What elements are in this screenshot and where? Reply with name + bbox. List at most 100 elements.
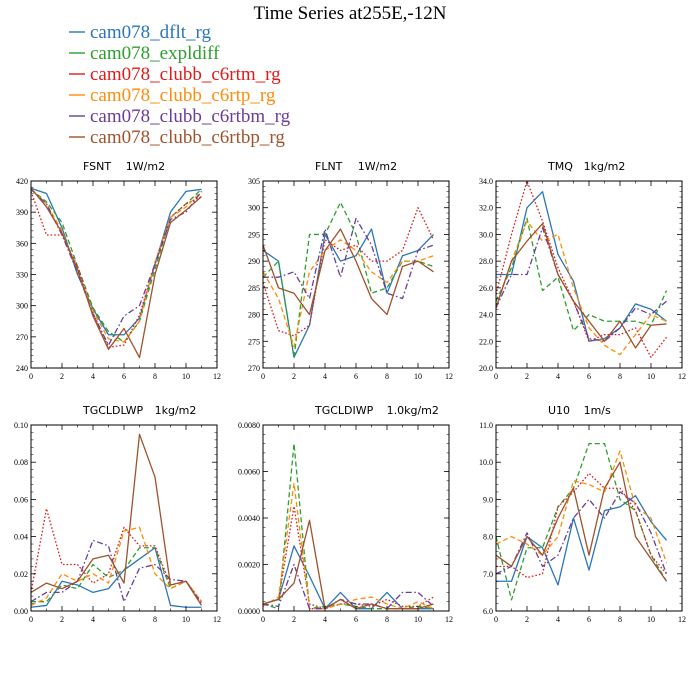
y-tick-label: 280 <box>248 311 260 320</box>
plot-frame <box>495 424 683 612</box>
x-tick-label: 8 <box>153 615 157 624</box>
x-tick-label: 4 <box>323 372 327 381</box>
series-line-cam078_clubb_c6rtbm_rg <box>263 217 434 300</box>
legend-label: cam078_clubb_c6rtm_rg <box>90 64 281 85</box>
panel-fsnt: FSNT 1W/m2 0 2 4 6 8 10 12 240 270 300 330 360 390 420 <box>16 160 221 381</box>
panel-units: 1W/m2 <box>358 160 397 173</box>
x-tick-label: 8 <box>618 372 622 381</box>
series-line-cam078_clubb_c6rtm_rg <box>262 207 435 337</box>
panel-u10: U10 1m/s 0 2 4 6 8 10 12 6.0 7.0 8.0 9.0 10.0 11.0 <box>479 404 686 624</box>
y-tick-label: 11.0 <box>479 421 493 430</box>
series-line-cam078_dflt_rg <box>262 228 434 358</box>
series-line-cam078_clubb_c6rtbp_rg <box>30 187 202 359</box>
panel-units: 1m/s <box>584 404 611 417</box>
y-tick-label: 300 <box>16 302 28 311</box>
y-tick-label: 300 <box>248 204 260 213</box>
x-tick-label: 4 <box>556 615 560 624</box>
panel-title: TMQ <box>547 160 573 173</box>
series-line-cam078_expldiff <box>495 442 668 601</box>
series-line-cam078_clubb_c6rtm_rg <box>495 180 668 358</box>
y-tick-label: 0.0060 <box>238 468 260 477</box>
panel-title: U10 <box>548 404 570 417</box>
y-tick-label: 275 <box>248 337 260 346</box>
series-line-cam078_clubb_c6rtbm_rg <box>495 491 668 575</box>
x-tick-label: 2 <box>60 615 64 624</box>
series-line-cam078_clubb_c6rtp_rg <box>30 526 203 607</box>
panel-units: 1kg/m2 <box>584 160 626 173</box>
legend: cam078_dflt_rgcam078_expldiffcam078_club… <box>69 22 291 148</box>
x-tick-label: 6 <box>122 615 126 624</box>
plot-frame <box>262 424 450 612</box>
panel-tgcldiwp: TGCLDIWP 1.0kg/m2 0 2 4 6 8 10 12 0.0000 0.0020 0.0… <box>238 404 453 624</box>
x-tick-label: 4 <box>556 372 560 381</box>
x-tick-label: 6 <box>354 615 358 624</box>
legend-label: cam078_dflt_rg <box>90 22 212 43</box>
x-tick-label: 4 <box>91 615 95 624</box>
legend-label: cam078_expldiff <box>90 43 220 64</box>
panel-tmq: TMQ 1kg/m2 0 2 4 6 8 10 12 20.0 22.0 24.0 26.0 28.0 30… <box>479 160 686 381</box>
x-tick-label: 12 <box>678 372 686 381</box>
y-tick-label: 0.04 <box>14 533 28 542</box>
x-tick-label: 10 <box>414 615 422 624</box>
y-tick-label: 360 <box>16 239 28 248</box>
y-tick-label: 9.0 <box>483 495 493 504</box>
y-tick-label: 285 <box>248 284 260 293</box>
x-tick-label: 0 <box>29 615 33 624</box>
series-line-cam078_clubb_c6rtbp_rg <box>262 228 434 316</box>
legend-label: cam078_clubb_c6rtbm_rg <box>90 106 291 127</box>
x-tick-label: 6 <box>122 372 126 381</box>
y-tick-label: 0.08 <box>14 458 28 467</box>
y-tick-label: 28.0 <box>479 257 493 266</box>
y-tick-label: 34.0 <box>479 177 493 186</box>
series-line-cam078_dflt_rg <box>496 495 667 586</box>
y-tick-label: 22.0 <box>479 337 493 346</box>
series-line-cam078_clubb_c6rtp_rg <box>262 239 434 348</box>
y-tick-label: 0.0020 <box>238 561 260 570</box>
x-tick-label: 8 <box>385 372 389 381</box>
y-tick-label: 390 <box>16 208 28 217</box>
panel-title: TGCLDIWP <box>314 404 374 417</box>
panel-units: 1.0kg/m2 <box>387 404 439 417</box>
x-tick-label: 10 <box>182 615 190 624</box>
panel-title: FLNT <box>315 160 343 173</box>
series-line-cam078_dflt_rg <box>496 191 667 342</box>
series-line-cam078_clubb_c6rtm_rg <box>30 508 203 603</box>
x-tick-label: 8 <box>618 615 622 624</box>
legend-label: cam078_clubb_c6rtp_rg <box>90 85 276 106</box>
x-tick-label: 12 <box>213 615 221 624</box>
y-tick-label: 305 <box>248 177 260 186</box>
x-tick-label: 12 <box>678 615 686 624</box>
x-tick-label: 0 <box>29 372 33 381</box>
y-tick-label: 240 <box>16 364 28 373</box>
x-tick-label: 12 <box>445 372 453 381</box>
x-tick-label: 12 <box>213 372 221 381</box>
y-tick-label: 32.0 <box>479 204 493 213</box>
series-line-cam078_dflt_rg <box>30 187 202 336</box>
y-tick-label: 270 <box>16 333 28 342</box>
panel-title: FSNT <box>83 160 111 173</box>
y-tick-label: 420 <box>16 177 28 186</box>
x-tick-label: 2 <box>292 372 296 381</box>
panel-units: 1W/m2 <box>126 160 165 173</box>
y-tick-label: 0.0000 <box>238 607 260 616</box>
series-line-cam078_clubb_c6rtm_rg <box>496 472 667 579</box>
y-tick-label: 26.0 <box>479 284 493 293</box>
chart-panels: FSNT 1W/m20 2 4 6 8 10 12240270300330360390420F… <box>14 160 686 624</box>
legend-label: cam078_clubb_c6rtbp_rg <box>90 127 285 148</box>
panel-title: TGCLDLWP <box>82 404 144 417</box>
series-line-cam078_clubb_c6rtbp_rg <box>495 223 667 349</box>
series-line-cam078_clubb_c6rtbm_rg <box>30 539 203 604</box>
x-tick-label: 10 <box>182 372 190 381</box>
series-line-cam078_clubb_c6rtbm_rg <box>30 188 203 346</box>
x-tick-label: 6 <box>354 372 358 381</box>
y-tick-label: 0.06 <box>14 495 28 504</box>
x-tick-label: 4 <box>323 615 327 624</box>
x-tick-label: 4 <box>91 372 95 381</box>
panel-tgcldlwp: TGCLDLWP 1kg/m2 0 2 4 6 8 10 12 0.00 0.02 0.04 0.06 0… <box>14 404 221 624</box>
series-line-cam078_clubb_c6rtm_rg <box>262 505 434 610</box>
x-tick-label: 6 <box>587 615 591 624</box>
y-tick-label: 330 <box>16 271 28 280</box>
x-tick-label: 2 <box>60 372 64 381</box>
series-line-cam078_clubb_c6rtp_rg <box>495 220 667 356</box>
